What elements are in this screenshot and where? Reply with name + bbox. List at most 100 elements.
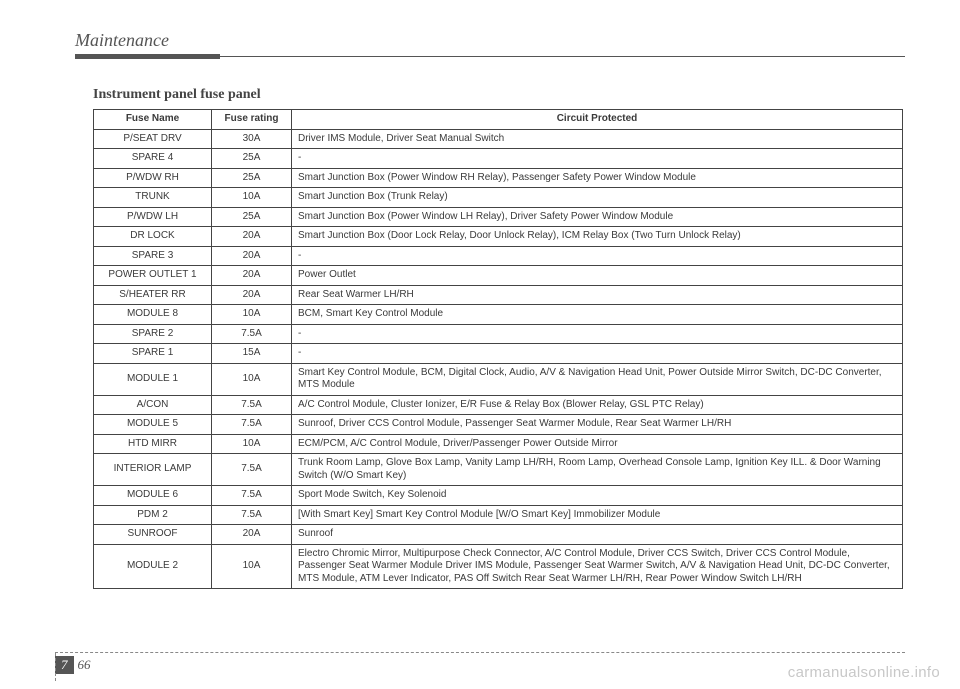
table-row: HTD MIRR10AECM/PCM, A/C Control Module, … — [94, 434, 903, 454]
cell-fuse-rating: 10A — [212, 544, 292, 589]
footer-dash-vertical — [55, 653, 56, 681]
cell-fuse-name: MODULE 5 — [94, 415, 212, 435]
cell-fuse-rating: 7.5A — [212, 505, 292, 525]
cell-fuse-name: POWER OUTLET 1 — [94, 266, 212, 286]
cell-fuse-rating: 20A — [212, 266, 292, 286]
cell-circuit-protected: Smart Junction Box (Door Lock Relay, Doo… — [292, 227, 903, 247]
table-title: Instrument panel fuse panel — [93, 87, 905, 103]
table-row: MODULE 67.5ASport Mode Switch, Key Solen… — [94, 486, 903, 506]
cell-circuit-protected: BCM, Smart Key Control Module — [292, 305, 903, 325]
cell-circuit-protected: - — [292, 246, 903, 266]
cell-fuse-rating: 7.5A — [212, 454, 292, 486]
table-row: P/SEAT DRV30ADriver IMS Module, Driver S… — [94, 129, 903, 149]
cell-fuse-name: INTERIOR LAMP — [94, 454, 212, 486]
header-rule — [75, 54, 905, 59]
header-rule-thin — [220, 56, 905, 57]
table-row: MODULE 210AElectro Chromic Mirror, Multi… — [94, 544, 903, 589]
cell-circuit-protected: ECM/PCM, A/C Control Module, Driver/Pass… — [292, 434, 903, 454]
table-row: A/CON7.5AA/C Control Module, Cluster Ion… — [94, 395, 903, 415]
cell-circuit-protected: Sunroof, Driver CCS Control Module, Pass… — [292, 415, 903, 435]
table-row: SPARE 115A- — [94, 344, 903, 364]
table-row: MODULE 810ABCM, Smart Key Control Module — [94, 305, 903, 325]
cell-circuit-protected: Electro Chromic Mirror, Multipurpose Che… — [292, 544, 903, 589]
cell-circuit-protected: Trunk Room Lamp, Glove Box Lamp, Vanity … — [292, 454, 903, 486]
cell-fuse-name: SPARE 1 — [94, 344, 212, 364]
cell-circuit-protected: Smart Key Control Module, BCM, Digital C… — [292, 363, 903, 395]
table-row: MODULE 57.5ASunroof, Driver CCS Control … — [94, 415, 903, 435]
watermark-text: carmanualsonline.info — [788, 664, 940, 681]
table-row: INTERIOR LAMP7.5ATrunk Room Lamp, Glove … — [94, 454, 903, 486]
cell-circuit-protected: [With Smart Key] Smart Key Control Modul… — [292, 505, 903, 525]
cell-fuse-name: SPARE 3 — [94, 246, 212, 266]
cell-fuse-rating: 25A — [212, 207, 292, 227]
cell-fuse-rating: 10A — [212, 434, 292, 454]
cell-circuit-protected: - — [292, 344, 903, 364]
table-row: P/WDW RH25ASmart Junction Box (Power Win… — [94, 168, 903, 188]
table-row: S/HEATER RR20ARear Seat Warmer LH/RH — [94, 285, 903, 305]
page-number-block: 7 66 — [55, 656, 91, 674]
cell-circuit-protected: Driver IMS Module, Driver Seat Manual Sw… — [292, 129, 903, 149]
table-row: SPARE 320A- — [94, 246, 903, 266]
table-header-row: Fuse Name Fuse rating Circuit Protected — [94, 110, 903, 130]
cell-circuit-protected: - — [292, 324, 903, 344]
cell-fuse-rating: 7.5A — [212, 395, 292, 415]
table-row: TRUNK10ASmart Junction Box (Trunk Relay) — [94, 188, 903, 208]
cell-fuse-rating: 7.5A — [212, 324, 292, 344]
table-row: SPARE 425A- — [94, 149, 903, 169]
cell-fuse-rating: 20A — [212, 227, 292, 247]
cell-fuse-rating: 10A — [212, 363, 292, 395]
table-row: POWER OUTLET 120APower Outlet — [94, 266, 903, 286]
table-row: SPARE 27.5A- — [94, 324, 903, 344]
cell-circuit-protected: A/C Control Module, Cluster Ionizer, E/R… — [292, 395, 903, 415]
table-row: SUNROOF20ASunroof — [94, 525, 903, 545]
cell-fuse-rating: 30A — [212, 129, 292, 149]
cell-fuse-name: SUNROOF — [94, 525, 212, 545]
col-header-fuse-rating: Fuse rating — [212, 110, 292, 130]
header-rule-thick — [75, 54, 220, 59]
page-number: 66 — [78, 657, 91, 673]
cell-fuse-rating: 15A — [212, 344, 292, 364]
cell-fuse-rating: 20A — [212, 525, 292, 545]
cell-fuse-name: S/HEATER RR — [94, 285, 212, 305]
cell-fuse-name: MODULE 2 — [94, 544, 212, 589]
cell-fuse-rating: 7.5A — [212, 486, 292, 506]
footer-dash-line — [55, 652, 905, 653]
chapter-number: 7 — [55, 656, 74, 674]
cell-circuit-protected: Smart Junction Box (Power Window RH Rela… — [292, 168, 903, 188]
cell-fuse-name: MODULE 1 — [94, 363, 212, 395]
cell-circuit-protected: - — [292, 149, 903, 169]
cell-fuse-name: P/SEAT DRV — [94, 129, 212, 149]
table-row: P/WDW LH25ASmart Junction Box (Power Win… — [94, 207, 903, 227]
cell-circuit-protected: Rear Seat Warmer LH/RH — [292, 285, 903, 305]
fuse-table: Fuse Name Fuse rating Circuit Protected … — [93, 109, 903, 589]
table-row: DR LOCK20ASmart Junction Box (Door Lock … — [94, 227, 903, 247]
cell-fuse-name: MODULE 8 — [94, 305, 212, 325]
cell-fuse-name: A/CON — [94, 395, 212, 415]
cell-fuse-name: PDM 2 — [94, 505, 212, 525]
cell-fuse-name: SPARE 2 — [94, 324, 212, 344]
cell-fuse-name: SPARE 4 — [94, 149, 212, 169]
cell-fuse-rating: 20A — [212, 285, 292, 305]
cell-fuse-name: TRUNK — [94, 188, 212, 208]
cell-fuse-name: P/WDW RH — [94, 168, 212, 188]
cell-circuit-protected: Smart Junction Box (Trunk Relay) — [292, 188, 903, 208]
cell-fuse-rating: 10A — [212, 188, 292, 208]
cell-circuit-protected: Smart Junction Box (Power Window LH Rela… — [292, 207, 903, 227]
table-row: PDM 27.5A[With Smart Key] Smart Key Cont… — [94, 505, 903, 525]
cell-fuse-rating: 20A — [212, 246, 292, 266]
cell-circuit-protected: Sport Mode Switch, Key Solenoid — [292, 486, 903, 506]
table-row: MODULE 110ASmart Key Control Module, BCM… — [94, 363, 903, 395]
cell-fuse-name: HTD MIRR — [94, 434, 212, 454]
cell-circuit-protected: Power Outlet — [292, 266, 903, 286]
cell-fuse-rating: 7.5A — [212, 415, 292, 435]
cell-fuse-name: MODULE 6 — [94, 486, 212, 506]
cell-fuse-name: P/WDW LH — [94, 207, 212, 227]
cell-fuse-name: DR LOCK — [94, 227, 212, 247]
page-footer: 7 66 — [55, 652, 905, 653]
page: Maintenance Instrument panel fuse panel … — [0, 0, 960, 689]
cell-fuse-rating: 25A — [212, 149, 292, 169]
col-header-circuit-protected: Circuit Protected — [292, 110, 903, 130]
cell-fuse-rating: 10A — [212, 305, 292, 325]
cell-fuse-rating: 25A — [212, 168, 292, 188]
col-header-fuse-name: Fuse Name — [94, 110, 212, 130]
